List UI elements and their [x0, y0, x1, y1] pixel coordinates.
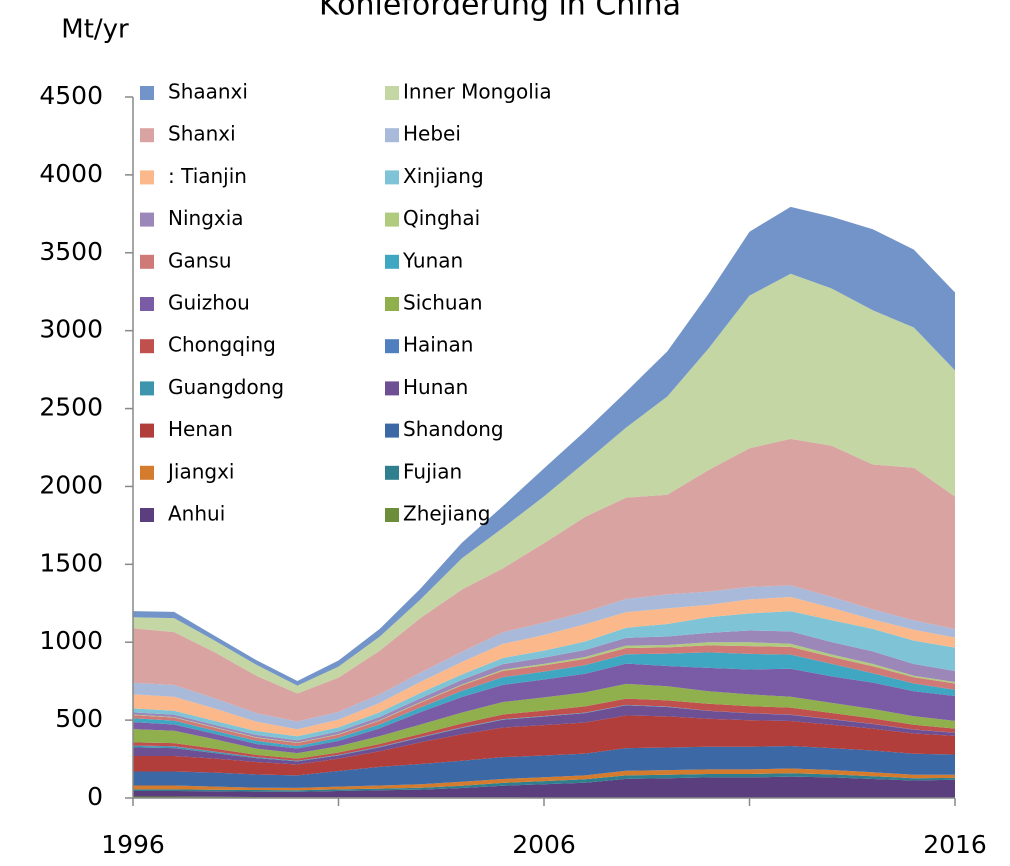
- legend-swatch: [385, 86, 399, 100]
- x-tick-label: 2006: [512, 830, 576, 859]
- x-tick-label: 2016: [923, 830, 987, 859]
- legend-label: Yunan: [402, 248, 463, 272]
- legend-label: Shanxi: [168, 122, 236, 146]
- legend-swatch: [140, 128, 154, 143]
- axes: 0 500 1000 1500 2000 2500 3000 3500 4000 4500 1996…: [39, 81, 986, 859]
- area: [133, 663, 955, 754]
- y-tick-label: 3500: [39, 237, 103, 266]
- area: [133, 776, 955, 798]
- legend-swatch: [140, 297, 154, 311]
- y-tick-label: 2500: [39, 393, 103, 422]
- legend-label: Sichuan: [403, 291, 483, 315]
- legend-swatch: [140, 381, 154, 396]
- legend-swatch: [385, 254, 399, 269]
- legend-swatch: [385, 297, 399, 311]
- area: [133, 705, 955, 765]
- legend-label: Guangdong: [168, 375, 284, 399]
- legend-label: Henan: [168, 417, 233, 441]
- area: [133, 768, 955, 791]
- area: [133, 705, 955, 762]
- legend-label: : Tianjin: [168, 164, 247, 188]
- y-tick-label: 0: [87, 782, 103, 811]
- area: [133, 773, 955, 792]
- area: [133, 715, 955, 776]
- legend-swatch: [385, 339, 399, 354]
- legend-label: Hainan: [403, 333, 473, 357]
- legend-swatch: [385, 170, 399, 185]
- legend-label: Xinjiang: [403, 164, 484, 188]
- legend-label: Fujian: [403, 459, 462, 483]
- legend-swatch: [140, 339, 154, 354]
- legend-swatch: [385, 465, 399, 480]
- legend-label: Inner Mongolia: [403, 80, 552, 104]
- chart-title: Kohleförderung in China: [319, 0, 681, 23]
- legend-label: Ningxia: [168, 206, 244, 230]
- legend-label: Shaanxi: [168, 80, 248, 104]
- y-tick-label: 1500: [39, 548, 103, 577]
- legend-label: Hebei: [403, 122, 461, 146]
- legend-label: Qinghai: [403, 206, 480, 230]
- y-tick-label: 1000: [39, 626, 103, 655]
- legend-swatch: [140, 212, 154, 227]
- legend-swatch: [140, 86, 154, 100]
- legend-swatch: [385, 128, 399, 143]
- area: [133, 273, 955, 694]
- legend-label: Hunan: [403, 375, 468, 399]
- x-tick-label: 1996: [101, 830, 165, 859]
- legend-label: Shandong: [403, 417, 504, 441]
- legend-swatch: [385, 212, 399, 227]
- legend-label: Gansu: [168, 248, 232, 272]
- legend-label: Zhejiang: [403, 502, 490, 526]
- legend-label: Anhui: [168, 502, 225, 526]
- area: [133, 683, 955, 759]
- legend-label: Guizhou: [168, 291, 250, 315]
- area: [133, 645, 955, 747]
- legend-swatch: [140, 508, 154, 522]
- legend-swatch: [385, 423, 399, 438]
- y-tick-label: 2000: [39, 470, 103, 499]
- legend-label: Chongqing: [168, 333, 276, 357]
- y-axis-label: Mt/yr: [61, 15, 129, 45]
- legend-label: Jiangxi: [166, 459, 234, 483]
- area: [133, 438, 955, 722]
- areas: [133, 206, 955, 798]
- area: [133, 206, 955, 686]
- legend-swatch: [140, 170, 154, 185]
- y-tick-label: 4500: [39, 81, 103, 110]
- area: [133, 745, 955, 788]
- legend-swatch: [140, 423, 154, 438]
- y-tick-label: 3000: [39, 315, 103, 344]
- legend-swatch: [385, 508, 399, 522]
- area: [133, 698, 955, 761]
- legend-swatch: [385, 381, 399, 396]
- legend: Shaanxi Inner Mongolia Shanxi Hebei : Tianji…: [140, 80, 552, 526]
- legend-swatch: [140, 254, 154, 269]
- y-tick-label: 4000: [39, 159, 103, 188]
- y-tick-label: 500: [55, 704, 103, 733]
- legend-swatch: [140, 465, 154, 480]
